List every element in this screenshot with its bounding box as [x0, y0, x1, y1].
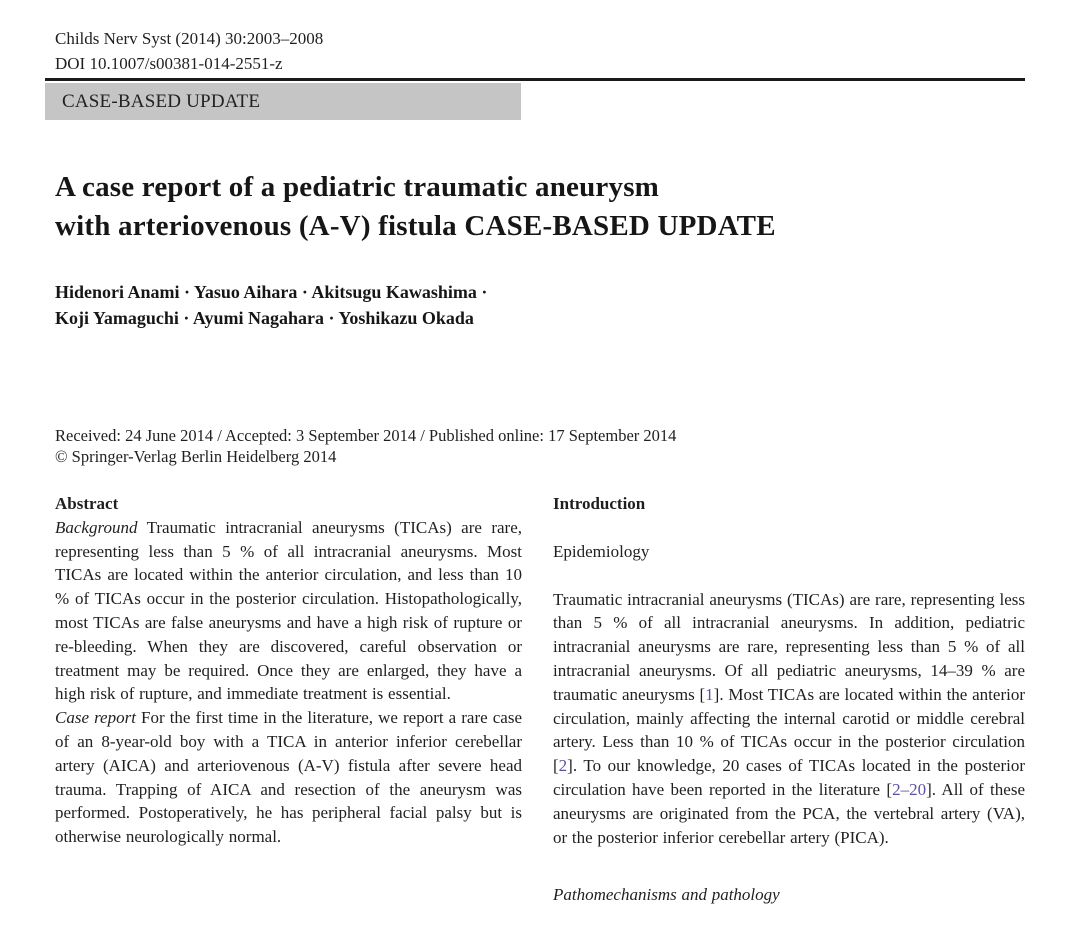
abstract-background-paragraph: Background Traumatic intracranial aneury…	[55, 516, 522, 706]
author-line-1: Hidenori Anami · Yasuo Aihara · Akitsugu…	[55, 282, 488, 302]
citation-ref-2-20[interactable]: 2–20	[892, 779, 927, 799]
abstract-case-report-paragraph: Case report For the first time in the li…	[55, 706, 522, 849]
text-run: ]. To our knowledge, 20 cases of TICAs l…	[553, 756, 1025, 799]
two-column-body: Abstract Background Traumatic intracrani…	[55, 492, 1025, 907]
citation-ref-2[interactable]: 2	[558, 756, 568, 776]
journal-doi: DOI 10.1007/s00381-014-2551-z	[55, 54, 283, 73]
journal-header: Childs Nerv Syst (2014) 30:2003–2008 DOI…	[55, 26, 323, 76]
text-run: ]. Most TICAs are located within the ant…	[553, 684, 1025, 776]
pathomechanisms-subheading: Pathomechanisms and pathology	[553, 885, 780, 905]
epidemiology-subheading: Epidemiology	[553, 541, 650, 561]
citation-ref-1[interactable]: 1	[705, 684, 714, 704]
introduction-column: Introduction Epidemiology Traumatic intr…	[553, 492, 1025, 907]
copyright-line: © Springer-Verlag Berlin Heidelberg 2014	[55, 446, 337, 466]
article-type-label: CASE-BASED UPDATE	[62, 90, 261, 112]
author-line-2: Koji Yamaguchi · Ayumi Nagahara · Yoshik…	[55, 307, 474, 328]
journal-citation: Childs Nerv Syst (2014) 30:2003–2008	[55, 29, 324, 48]
epidemiology-paragraph: Traumatic intracranial aneurysms (TICAs)…	[553, 588, 1025, 850]
case-report-lead: Case report	[55, 708, 136, 728]
received-accepted-published: Received: 24 June 2014 / Accepted: 3 Sep…	[55, 426, 677, 445]
header-rule	[45, 78, 1025, 81]
title-line-2: with arteriovenous (A-V) fistula CASE-BA…	[55, 209, 776, 242]
text-run: Traumatic intracranial aneurysms (TICAs)…	[55, 517, 522, 704]
text-run: ]. All of these aneurysms are originated…	[553, 779, 1025, 847]
article-dates: Received: 24 June 2014 / Accepted: 3 Sep…	[55, 426, 676, 467]
text-run: Traumatic intracranial aneurysms (TICAs)…	[553, 589, 1025, 704]
article-title: A case report of a pediatric traumatic a…	[55, 168, 776, 245]
introduction-heading: Introduction	[553, 494, 646, 513]
background-lead: Background	[55, 517, 138, 537]
abstract-column: Abstract Background Traumatic intracrani…	[55, 492, 522, 907]
article-type-banner: CASE-BASED UPDATE	[45, 83, 521, 120]
title-line-1: A case report of a pediatric traumatic a…	[55, 171, 660, 203]
author-list: Hidenori Anami · Yasuo Aihara · Akitsugu…	[55, 280, 487, 331]
abstract-heading: Abstract	[55, 494, 119, 513]
text-run: For the first time in the literature, we…	[55, 708, 523, 847]
